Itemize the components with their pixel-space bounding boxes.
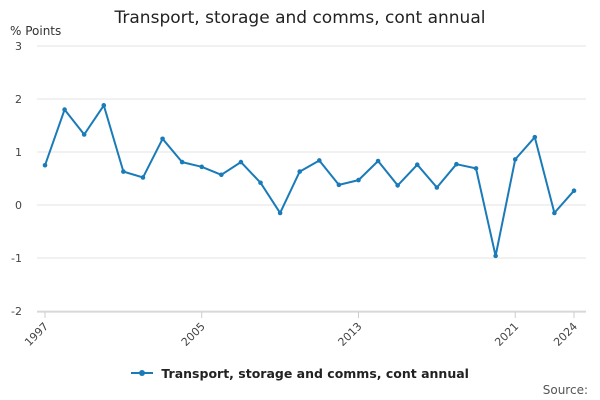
data-point	[512, 157, 518, 162]
data-point	[140, 175, 146, 180]
gridlines	[37, 45, 586, 312]
y-axis-unit-label: % Points	[10, 24, 62, 38]
data-point	[219, 172, 224, 178]
data-point	[434, 185, 440, 190]
y-axis-ticks: 3 2 1 0 -1 -2	[11, 40, 22, 318]
y-tick-label: 3	[15, 40, 22, 53]
data-point	[160, 136, 165, 142]
data-point	[121, 169, 126, 174]
x-axis: 1997 2005 2013 2021 2024	[22, 311, 586, 349]
legend[interactable]: Transport, storage and comms, cont annua…	[0, 366, 600, 381]
data-point	[552, 210, 557, 216]
x-tick-label: 2021	[492, 320, 521, 349]
data-point	[532, 134, 538, 140]
y-tick-label: 1	[15, 146, 22, 159]
x-tick-label: 2013	[336, 320, 365, 349]
data-point	[395, 183, 400, 188]
chart-title: Transport, storage and comms, cont annua…	[114, 8, 486, 28]
data-point	[297, 169, 303, 174]
data-point	[375, 158, 381, 164]
data-point	[42, 162, 48, 168]
data-point	[414, 162, 420, 168]
data-point	[199, 164, 205, 170]
data-point	[473, 166, 479, 171]
data-point	[258, 180, 263, 186]
data-point	[454, 161, 459, 167]
legend-line-marker-icon	[131, 367, 154, 379]
data-point	[62, 107, 67, 112]
data-point	[493, 253, 498, 259]
legend-label: Transport, storage and comms, cont annua…	[161, 366, 469, 381]
x-tick-label: 2005	[179, 320, 208, 349]
y-tick-label: 2	[15, 93, 22, 106]
data-point	[238, 159, 244, 165]
x-tick-label: 2024	[551, 320, 580, 349]
series-line	[44, 104, 575, 257]
x-tick-label: 1997	[22, 320, 51, 349]
series-layer	[42, 103, 577, 259]
y-tick-label: 0	[15, 199, 22, 212]
data-point	[356, 177, 361, 183]
data-point	[336, 182, 342, 188]
data-point	[571, 188, 577, 193]
y-tick-label: -2	[11, 305, 22, 318]
data-point	[277, 210, 283, 216]
y-tick-label: -1	[11, 252, 22, 265]
data-point	[81, 132, 87, 137]
data-point	[101, 103, 107, 108]
data-point	[316, 158, 322, 163]
source-label: Source:	[542, 383, 588, 397]
data-point	[179, 159, 185, 165]
